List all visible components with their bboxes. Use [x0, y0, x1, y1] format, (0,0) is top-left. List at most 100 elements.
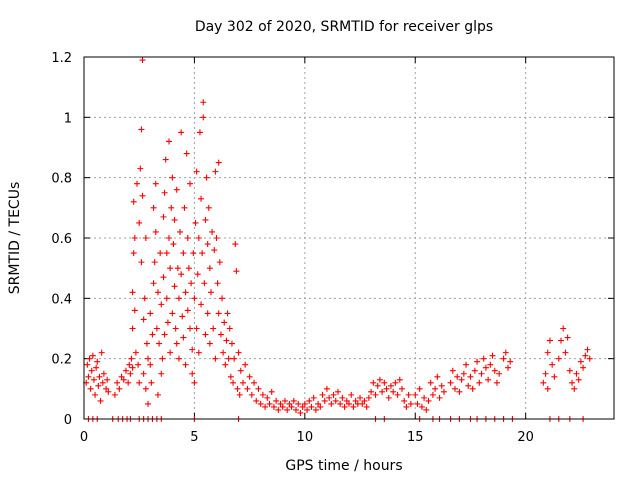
- y-tick-label: 0.4: [51, 292, 72, 307]
- data-point: [100, 370, 107, 377]
- data-point: [173, 340, 180, 347]
- data-point: [201, 280, 208, 287]
- data-point: [105, 388, 112, 395]
- data-point: [163, 295, 170, 302]
- data-point: [88, 367, 95, 374]
- data-point: [140, 316, 147, 323]
- data-point: [482, 364, 489, 371]
- data-point: [152, 228, 159, 235]
- data-point: [160, 213, 167, 220]
- data-point: [215, 159, 222, 166]
- data-point: [542, 370, 549, 377]
- data-point: [212, 168, 219, 175]
- data-point: [577, 358, 584, 365]
- data-point: [188, 280, 195, 287]
- data-point: [412, 391, 419, 398]
- data-point: [569, 379, 576, 386]
- data-point: [217, 331, 224, 338]
- data-point: [264, 394, 271, 401]
- data-point: [145, 400, 152, 407]
- data-point: [184, 307, 191, 314]
- data-point: [458, 376, 465, 383]
- data-point: [290, 397, 297, 404]
- data-point: [436, 394, 443, 401]
- data-point: [546, 337, 553, 344]
- data-point: [160, 274, 167, 281]
- data-point: [555, 355, 562, 362]
- data-point: [299, 403, 306, 410]
- data-point: [234, 385, 241, 392]
- data-point: [126, 361, 133, 368]
- data-point: [156, 340, 163, 347]
- data-point: [332, 397, 339, 404]
- data-point: [193, 168, 200, 175]
- data-point: [202, 331, 209, 338]
- data-point: [220, 349, 227, 356]
- data-point: [200, 99, 207, 106]
- data-point: [154, 391, 161, 398]
- data-point: [315, 400, 322, 407]
- data-point: [493, 379, 500, 386]
- data-point: [214, 280, 221, 287]
- data-point: [129, 364, 136, 371]
- data-point: [270, 403, 277, 410]
- data-point: [438, 382, 445, 389]
- data-point: [233, 268, 240, 275]
- data-point: [237, 367, 244, 374]
- data-point: [487, 361, 494, 368]
- data-point: [352, 397, 359, 404]
- data-point: [471, 367, 478, 374]
- y-tick-label: 0.2: [51, 353, 72, 368]
- data-point: [236, 391, 243, 398]
- data-point: [571, 385, 578, 392]
- data-point: [150, 280, 157, 287]
- data-point: [189, 346, 196, 353]
- data-point: [162, 156, 169, 163]
- data-point: [129, 325, 136, 332]
- data-point: [97, 397, 104, 404]
- data-point: [225, 355, 232, 362]
- data-point: [423, 406, 430, 413]
- data-point: [164, 319, 171, 326]
- data-point: [136, 379, 143, 386]
- data-point: [293, 406, 299, 413]
- data-point: [253, 397, 260, 404]
- data-point: [203, 174, 210, 181]
- data-point: [187, 325, 193, 332]
- data-point: [204, 241, 211, 248]
- data-point: [467, 373, 474, 380]
- data-point: [489, 352, 496, 359]
- data-point: [147, 361, 154, 368]
- data-point: [232, 241, 239, 248]
- data-point: [469, 385, 476, 392]
- data-point: [168, 204, 175, 211]
- data-point: [154, 289, 161, 296]
- data-point: [474, 358, 481, 365]
- data-point: [407, 400, 414, 407]
- data-point: [166, 138, 173, 145]
- data-point: [137, 165, 144, 172]
- data-point: [128, 355, 135, 362]
- data-point: [582, 352, 589, 359]
- data-point: [139, 57, 146, 64]
- x-tick-label: 15: [407, 430, 424, 445]
- data-point: [163, 250, 170, 257]
- data-point: [275, 406, 282, 413]
- data-point: [120, 376, 127, 383]
- data-point: [284, 406, 291, 413]
- data-point: [224, 310, 231, 317]
- data-point: [85, 373, 92, 380]
- data-point: [122, 367, 129, 374]
- data-point: [147, 310, 154, 317]
- data-point: [334, 388, 341, 395]
- data-point: [182, 289, 189, 296]
- axis-ticks: 0 0.2 0.4 0.6 0.8 1 1.2 0 5 10 15 20: [51, 51, 614, 445]
- data-point: [170, 241, 177, 248]
- data-point: [361, 397, 368, 404]
- data-point: [277, 400, 284, 407]
- y-tick-label: 0: [64, 413, 72, 428]
- data-point: [210, 325, 217, 332]
- data-point: [132, 349, 139, 356]
- data-point: [235, 349, 242, 356]
- data-point: [138, 126, 145, 133]
